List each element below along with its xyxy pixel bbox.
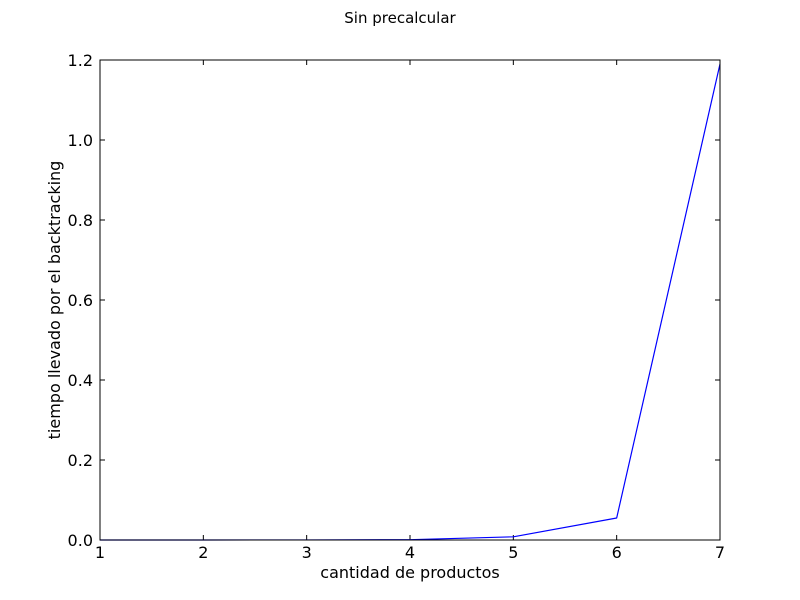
y-tick-label: 0.0 (68, 531, 93, 550)
y-tick-label: 0.2 (68, 451, 93, 470)
y-tick-label: 1.2 (68, 51, 93, 70)
x-tick-label: 5 (508, 543, 518, 562)
x-axis-label: cantidad de productos (320, 563, 499, 582)
x-tick-label: 3 (302, 543, 312, 562)
x-tick-label: 6 (612, 543, 622, 562)
y-tick-label: 0.4 (68, 371, 93, 390)
x-tick-label: 2 (198, 543, 208, 562)
x-axis-ticks: 1 2 3 4 5 6 7 (95, 60, 725, 562)
x-tick-label: 7 (715, 543, 725, 562)
x-tick-label: 1 (95, 543, 105, 562)
x-tick-label: 4 (405, 543, 415, 562)
y-axis-label: tiempo llevado por el backtracking (45, 161, 64, 440)
y-tick-label: 0.8 (68, 211, 93, 230)
y-axis-ticks: 0.0 0.2 0.4 0.6 0.8 1.0 1.2 (68, 51, 720, 550)
plot-frame (99, 59, 721, 541)
chart-title: Sin precalcular (344, 9, 456, 27)
y-tick-label: 0.6 (68, 291, 93, 310)
y-tick-label: 1.0 (68, 131, 93, 150)
